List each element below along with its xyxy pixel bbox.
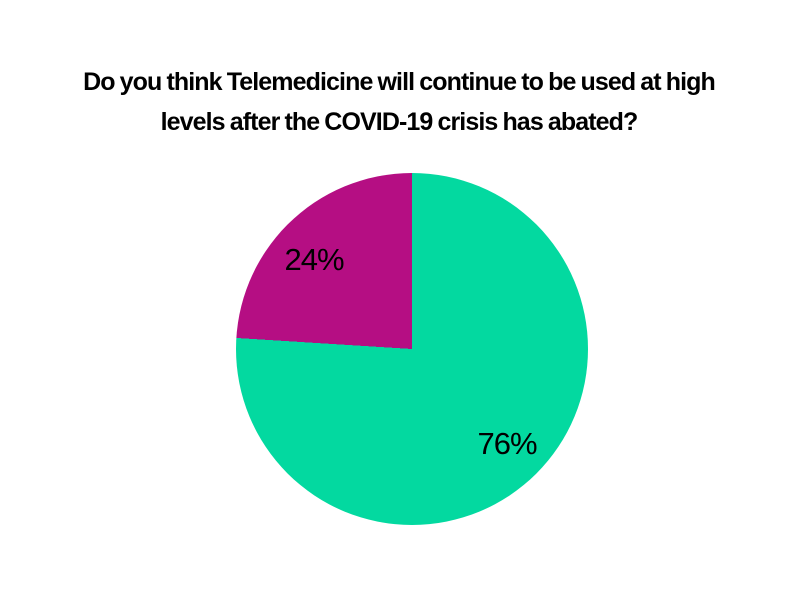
pie-slice-label-24: 24%: [284, 242, 344, 277]
pie-slice-label-76: 76%: [477, 426, 537, 461]
chart-title: Do you think Telemedicine will continue …: [0, 62, 798, 142]
chart-title-line1: Do you think Telemedicine will continue …: [83, 68, 716, 96]
chart-title-line2: levels after the COVID-19 crisis has aba…: [160, 108, 639, 136]
pie-chart: 24% 76%: [236, 173, 588, 525]
